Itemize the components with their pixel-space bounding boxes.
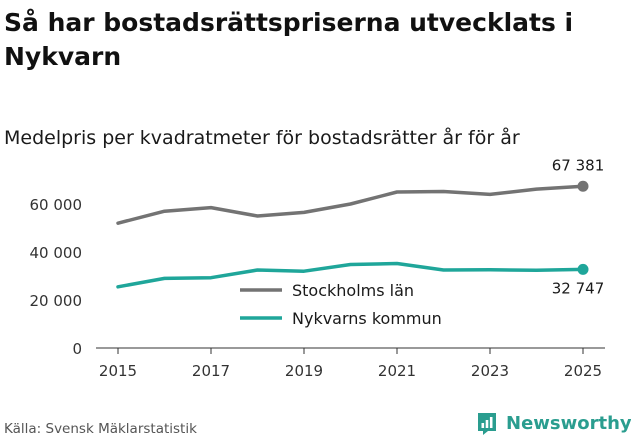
x-tick-label: 2023	[471, 362, 509, 380]
end-point-marker	[577, 180, 589, 192]
brand-name: Newsworthy	[506, 412, 631, 434]
end-value-label: 67 381	[552, 156, 605, 174]
newsworthy-logo-icon	[478, 413, 496, 435]
legend-background	[232, 276, 470, 334]
x-tick-label: 2025	[564, 362, 602, 380]
end-value-label: 32 747	[552, 279, 605, 297]
legend: Stockholms län Nykvarns kommun	[232, 276, 470, 334]
newsworthy-brand[interactable]: Newsworthy	[476, 408, 631, 438]
end-point-marker	[577, 263, 589, 275]
chart-subtitle: Medelpris per kvadratmeter för bostadsrä…	[4, 127, 520, 149]
series-line-stockholms-lan	[116, 184, 585, 225]
series-line-nykvarns-kommun	[116, 261, 585, 289]
legend-label: Nykvarns kommun	[292, 309, 442, 328]
legend-label: Stockholms län	[292, 281, 414, 300]
y-tick-label: 0	[72, 340, 82, 358]
x-tick-label: 2015	[99, 362, 137, 380]
x-tick-label: 2021	[378, 362, 416, 380]
y-tick-label: 40 000	[30, 244, 83, 262]
chart-title: Så har bostadsrättspriserna utvecklats i…	[4, 8, 574, 71]
x-tick-label: 2019	[285, 362, 323, 380]
source-text: Källa: Svensk Mäklarstatistik	[4, 421, 197, 437]
x-tick-label: 2017	[192, 362, 230, 380]
y-tick-label: 60 000	[30, 196, 83, 214]
y-tick-label: 20 000	[30, 292, 83, 310]
